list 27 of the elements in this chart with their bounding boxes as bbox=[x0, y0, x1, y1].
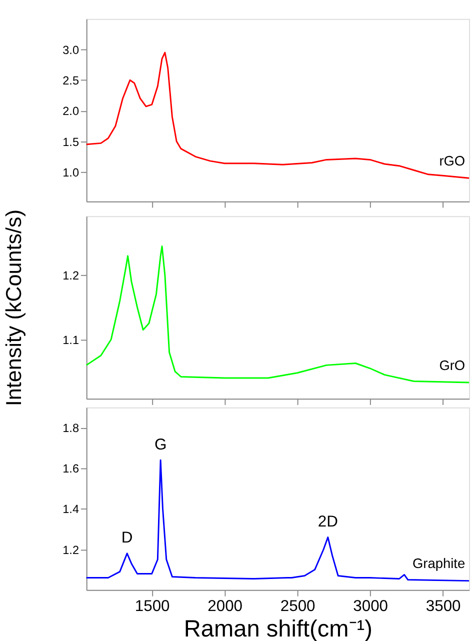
y-tick-label: 2.0 bbox=[62, 105, 80, 118]
x-tick-label: 2000 bbox=[208, 598, 243, 616]
y-tick-label: 1.5 bbox=[62, 136, 80, 149]
y-tick-label: 1.2 bbox=[62, 270, 79, 283]
y-tick-label: 1.1 bbox=[62, 334, 79, 347]
annotation: 2D bbox=[318, 513, 338, 530]
annotation: G bbox=[154, 436, 167, 454]
series-label: GrO bbox=[439, 358, 466, 373]
x-axis-title: Raman shift(cm⁻¹) bbox=[184, 616, 372, 641]
y-tick-label: 1.4 bbox=[62, 503, 80, 516]
y-tick-label: 1.2 bbox=[62, 544, 79, 557]
y-tick-label: 3.0 bbox=[62, 44, 80, 57]
y-tick-label: 2.5 bbox=[62, 74, 80, 88]
line-series bbox=[86, 52, 470, 179]
x-tick-label: 2500 bbox=[280, 598, 316, 616]
line-series bbox=[86, 246, 470, 384]
annotation: D bbox=[121, 530, 133, 547]
series-label: rGO bbox=[439, 153, 466, 168]
y-tick-label: 1.6 bbox=[62, 462, 80, 476]
y-tick-label: 1.0 bbox=[62, 166, 80, 180]
line-series bbox=[86, 459, 470, 582]
x-tick-label: 3000 bbox=[353, 598, 388, 616]
x-tick-label: 3500 bbox=[426, 598, 462, 616]
series-label: Graphite bbox=[412, 556, 466, 572]
x-tick-label: 1500 bbox=[134, 598, 170, 616]
y-axis-title: Intensity (kCounts/s) bbox=[1, 209, 26, 406]
y-tick-label: 1.8 bbox=[62, 422, 80, 436]
